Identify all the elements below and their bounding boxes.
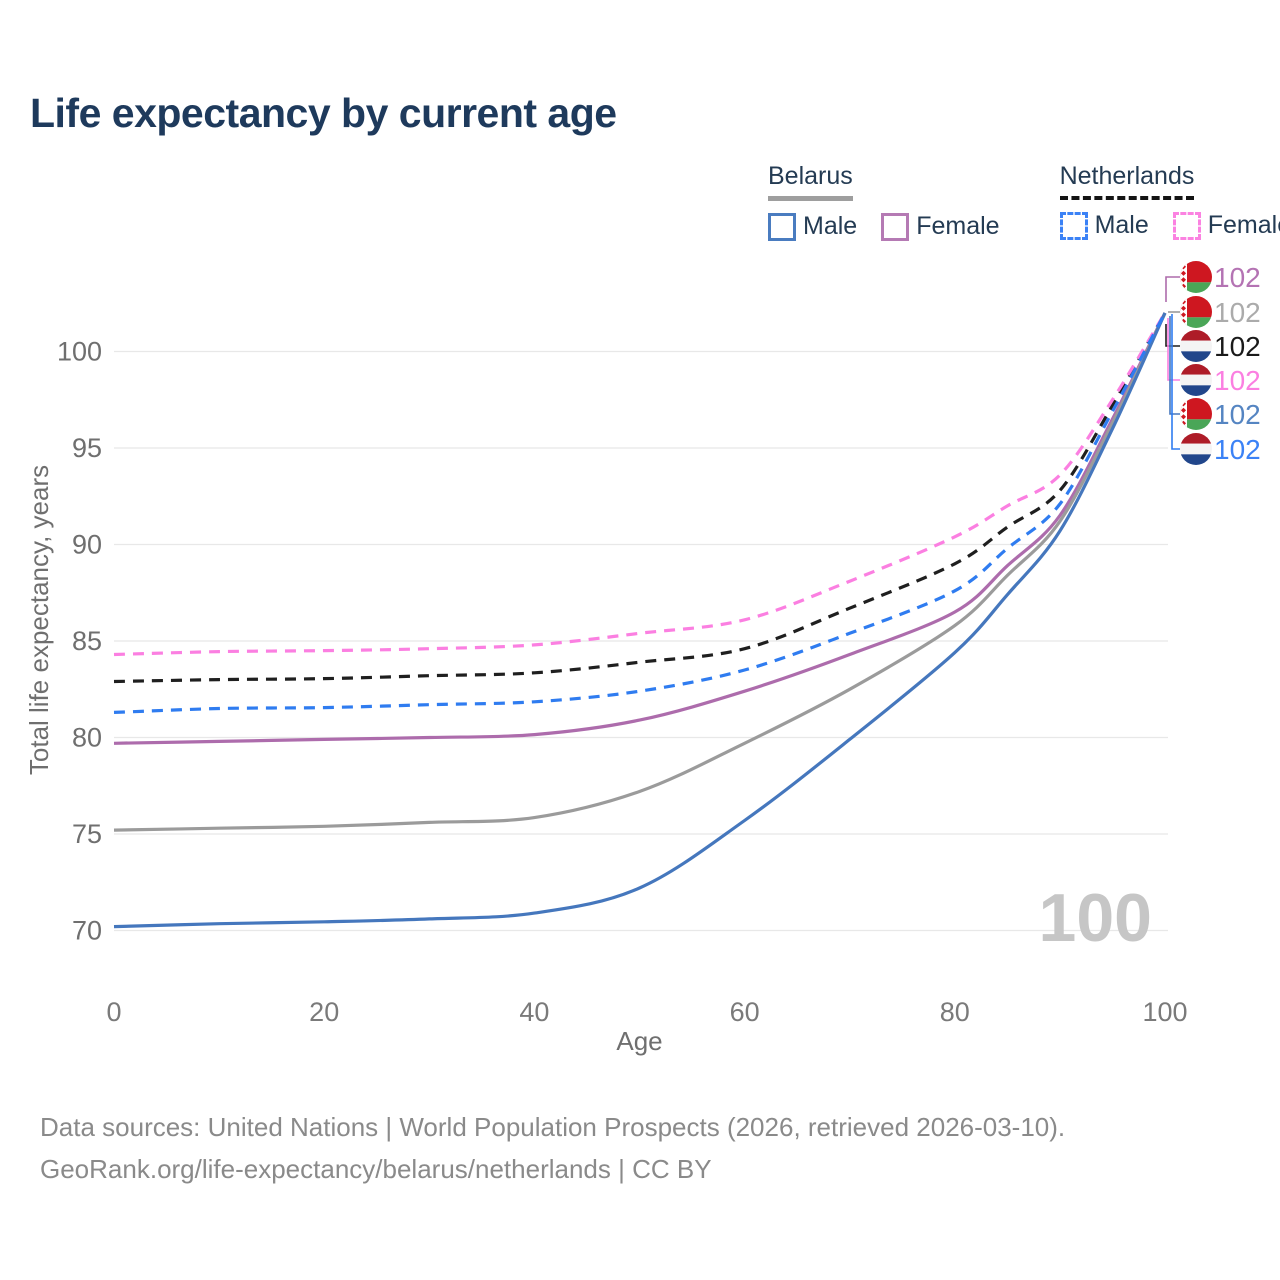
legend-group-belarus: Belarus Male Female — [768, 162, 1000, 241]
legend-label: Male — [803, 212, 858, 240]
series-line-netherlands[interactable] — [113, 312, 1167, 684]
series-line-belarus-male[interactable] — [113, 312, 1167, 929]
page-title: Life expectancy by current age — [30, 90, 617, 136]
x-tick-label: 100 — [1142, 997, 1187, 1027]
frame-age-watermark: 100 — [1039, 880, 1152, 956]
y-tick-label: 75 — [72, 819, 102, 849]
axis-titles: Age Total life expectancy, years — [24, 465, 663, 1056]
y-tick-label: 90 — [72, 530, 102, 560]
series-line-belarus[interactable] — [113, 312, 1167, 832]
gridlines — [114, 350, 1168, 932]
x-tick-label: 20 — [309, 997, 339, 1027]
end-value-label: 102 — [1214, 399, 1261, 430]
end-label-netherlands: 102 — [1180, 330, 1261, 362]
data-source-note: Data sources: United Nations | World Pop… — [40, 1106, 1065, 1190]
legend-label: Female — [1207, 211, 1280, 239]
legend-item-netherlands-female[interactable]: Female — [1172, 211, 1280, 240]
series-line-belarus-female[interactable] — [113, 312, 1167, 745]
belarus-female-swatch-icon — [881, 212, 910, 241]
end-value-label: 102 — [1214, 331, 1261, 362]
netherlands-flag-icon — [1180, 433, 1212, 465]
end-label-netherlands-male: 102 — [1180, 433, 1261, 465]
legend-item-belarus-female[interactable]: Female — [881, 212, 1000, 241]
belarus-male-swatch-icon — [768, 212, 796, 241]
x-tick-label: 0 — [106, 997, 121, 1027]
y-tick-label: 80 — [72, 723, 102, 753]
y-tick-label: 100 — [57, 337, 102, 367]
footer-line-1: Data sources: United Nations | World Pop… — [40, 1112, 1066, 1142]
legend: Belarus Male Female Netherlands Male — [768, 162, 1280, 241]
leader-line-belarus-female — [1165, 276, 1180, 302]
end-value-label: 102 — [1214, 434, 1261, 465]
series-lines — [113, 312, 1167, 929]
end-label-belarus-female: 102 — [1180, 261, 1261, 293]
legend-label: Female — [916, 212, 1000, 240]
legend-heading-netherlands[interactable]: Netherlands — [1059, 162, 1195, 200]
legend-group-netherlands: Netherlands Male Female — [1059, 162, 1280, 241]
footer-line-2: GeoRank.org/life-expectancy/belarus/neth… — [40, 1154, 712, 1184]
watermark-layer: 100 — [1039, 880, 1152, 956]
x-tick-label: 40 — [519, 997, 549, 1027]
x-tick-label: 80 — [940, 997, 970, 1027]
end-value-label: 102 — [1214, 297, 1261, 328]
x-tick-labels: 0 20 40 60 80 100 — [106, 997, 1187, 1027]
y-axis-title: Total life expectancy, years — [24, 465, 54, 775]
belarus-flag-icon — [1180, 296, 1212, 328]
end-label-netherlands-female: 102 — [1180, 364, 1261, 396]
x-axis-title: Age — [616, 1026, 662, 1056]
end-label-belarus-male: 102 — [1180, 398, 1261, 430]
end-value-label: 102 — [1214, 365, 1261, 396]
y-tick-labels: 70 75 80 85 90 95 100 — [57, 337, 102, 946]
y-tick-label: 70 — [72, 916, 102, 946]
leader-line-netherlands-male — [1171, 314, 1180, 450]
legend-heading-belarus[interactable]: Belarus — [768, 162, 853, 201]
belarus-flag-icon — [1180, 261, 1212, 293]
legend-item-belarus-male[interactable]: Male — [768, 212, 857, 241]
netherlands-flag-icon — [1180, 330, 1212, 362]
y-tick-label: 85 — [72, 626, 102, 656]
end-label-belarus: 102 — [1180, 296, 1261, 328]
leader-line-belarus-male — [1169, 316, 1180, 415]
x-tick-label: 60 — [730, 997, 760, 1027]
y-tick-label: 95 — [72, 433, 102, 463]
netherlands-male-swatch-icon — [1059, 211, 1088, 240]
legend-item-netherlands-male[interactable]: Male — [1059, 211, 1149, 240]
series-line-netherlands-male[interactable] — [113, 312, 1167, 715]
netherlands-flag-icon — [1180, 364, 1212, 396]
legend-label: Male — [1094, 211, 1149, 239]
leader-line-netherlands-female — [1167, 318, 1180, 381]
leader-line-netherlands — [1165, 324, 1180, 347]
netherlands-female-swatch-icon — [1172, 211, 1201, 240]
end-value-label: 102 — [1214, 262, 1261, 293]
series-line-netherlands-female[interactable] — [113, 312, 1167, 657]
belarus-flag-icon — [1180, 398, 1212, 430]
leader-lines — [1165, 276, 1180, 450]
